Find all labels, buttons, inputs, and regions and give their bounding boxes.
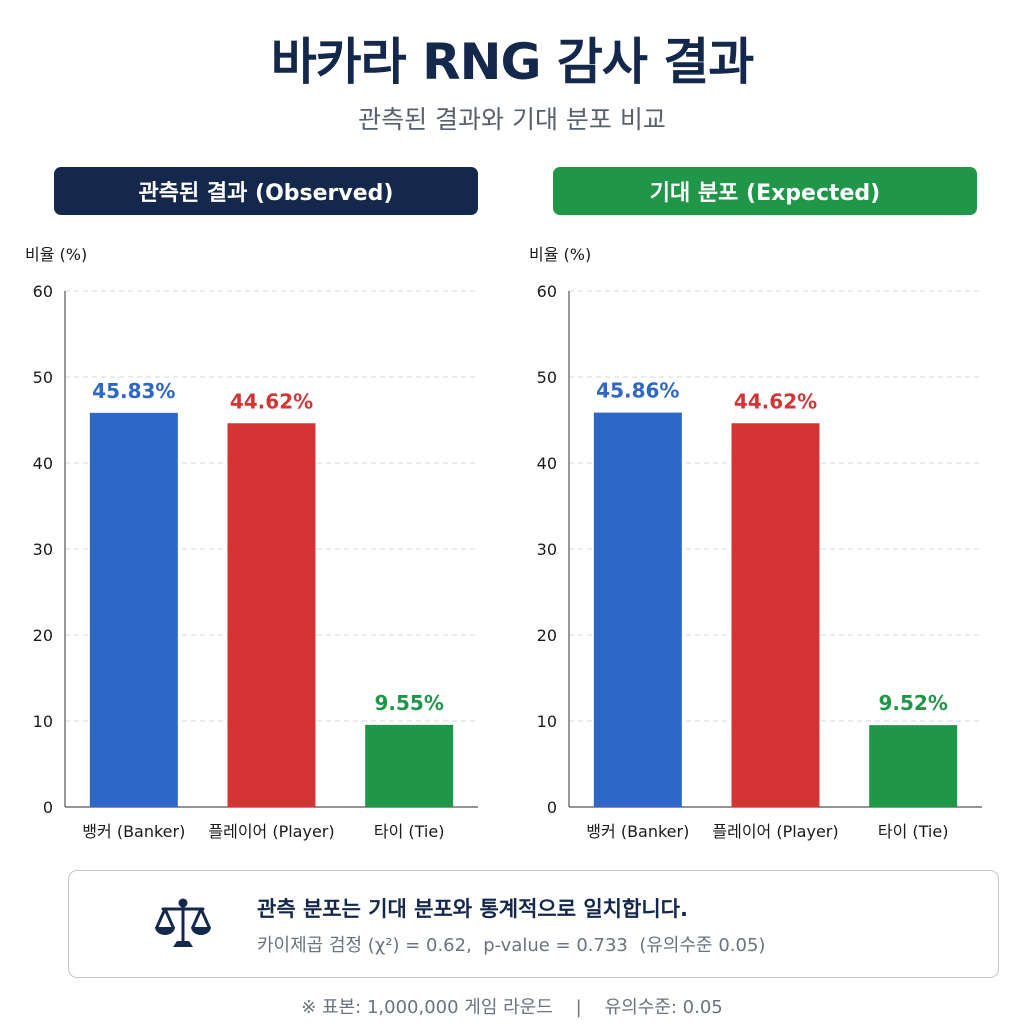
observed-x-tick-label-0: 뱅커 (Banker): [82, 822, 185, 841]
footer-note: ※ 표본: 1,000,000 게임 라운드 | 유의수준: 0.05: [301, 997, 723, 1018]
observed-y-tick-label: 50: [33, 368, 53, 387]
expected-data-label-2: 9.52%: [878, 691, 947, 715]
expected-y-axis-label: 비율 (%): [529, 245, 591, 264]
page-subtitle: 관측된 결과와 기대 분포 비교: [358, 105, 666, 134]
observed-data-label-0: 45.83%: [92, 379, 175, 403]
expected-y-tick-label: 10: [537, 712, 557, 731]
expected-bar-2: [869, 725, 958, 807]
observed-bar-0: [89, 412, 178, 807]
observed-bar-1: [227, 423, 316, 807]
observed-data-label-2: 9.55%: [374, 691, 443, 715]
observed-panel-header: 관측된 결과 (Observed): [54, 167, 478, 215]
observed-bar-2: [365, 724, 454, 807]
comparison-bar-charts: 비율 (%) 0 10 20 30 40 50 60 45.83% 뱅커 (Banker) 44.6…: [25, 245, 982, 841]
observed-y-axis-label: 비율 (%): [25, 245, 87, 264]
expected-y-tick-label: 40: [537, 454, 557, 473]
expected-data-label-0: 45.86%: [596, 379, 679, 403]
expected-y-tick-label: 50: [537, 368, 557, 387]
observed-x-tick-label-2: 타이 (Tie): [374, 822, 445, 841]
expected-y-tick-label: 60: [537, 282, 557, 301]
observed-y-tick-label: 10: [33, 712, 53, 731]
observed-y-tick-label: 60: [33, 282, 53, 301]
balance-scale-icon: [155, 898, 211, 947]
expected-y-tick-label: 20: [537, 626, 557, 645]
page-title: 바카라 RNG 감사 결과: [270, 33, 755, 91]
expected-x-tick-label-0: 뱅커 (Banker): [586, 822, 689, 841]
expected-y-tick-label: 0: [547, 798, 557, 817]
summary-conclusion: 관측 분포는 기대 분포와 통계적으로 일치합니다.: [257, 897, 688, 921]
observed-y-tick-label: 20: [33, 626, 53, 645]
observed-y-tick-label: 30: [33, 540, 53, 559]
observed-x-tick-label-1: 플레이어 (Player): [208, 822, 334, 841]
summary-statistics: 카이제곱 검정 (χ²) = 0.62, p-value = 0.733 (유의…: [257, 935, 766, 956]
expected-x-tick-label-1: 플레이어 (Player): [712, 822, 838, 841]
observed-y-tick-label: 40: [33, 454, 53, 473]
expected-y-tick-label: 30: [537, 540, 557, 559]
observed-data-label-1: 44.62%: [230, 389, 313, 413]
expected-x-tick-label-2: 타이 (Tie): [878, 822, 949, 841]
expected-data-label-1: 44.62%: [734, 389, 817, 413]
test-summary-box: 관측 분포는 기대 분포와 통계적으로 일치합니다. 카이제곱 검정 (χ²) …: [68, 870, 999, 978]
expected-panel-header: 기대 분포 (Expected): [553, 167, 977, 215]
expected-bar-0: [593, 412, 682, 807]
expected-bar-1: [731, 423, 820, 807]
observed-y-tick-label: 0: [43, 798, 53, 817]
